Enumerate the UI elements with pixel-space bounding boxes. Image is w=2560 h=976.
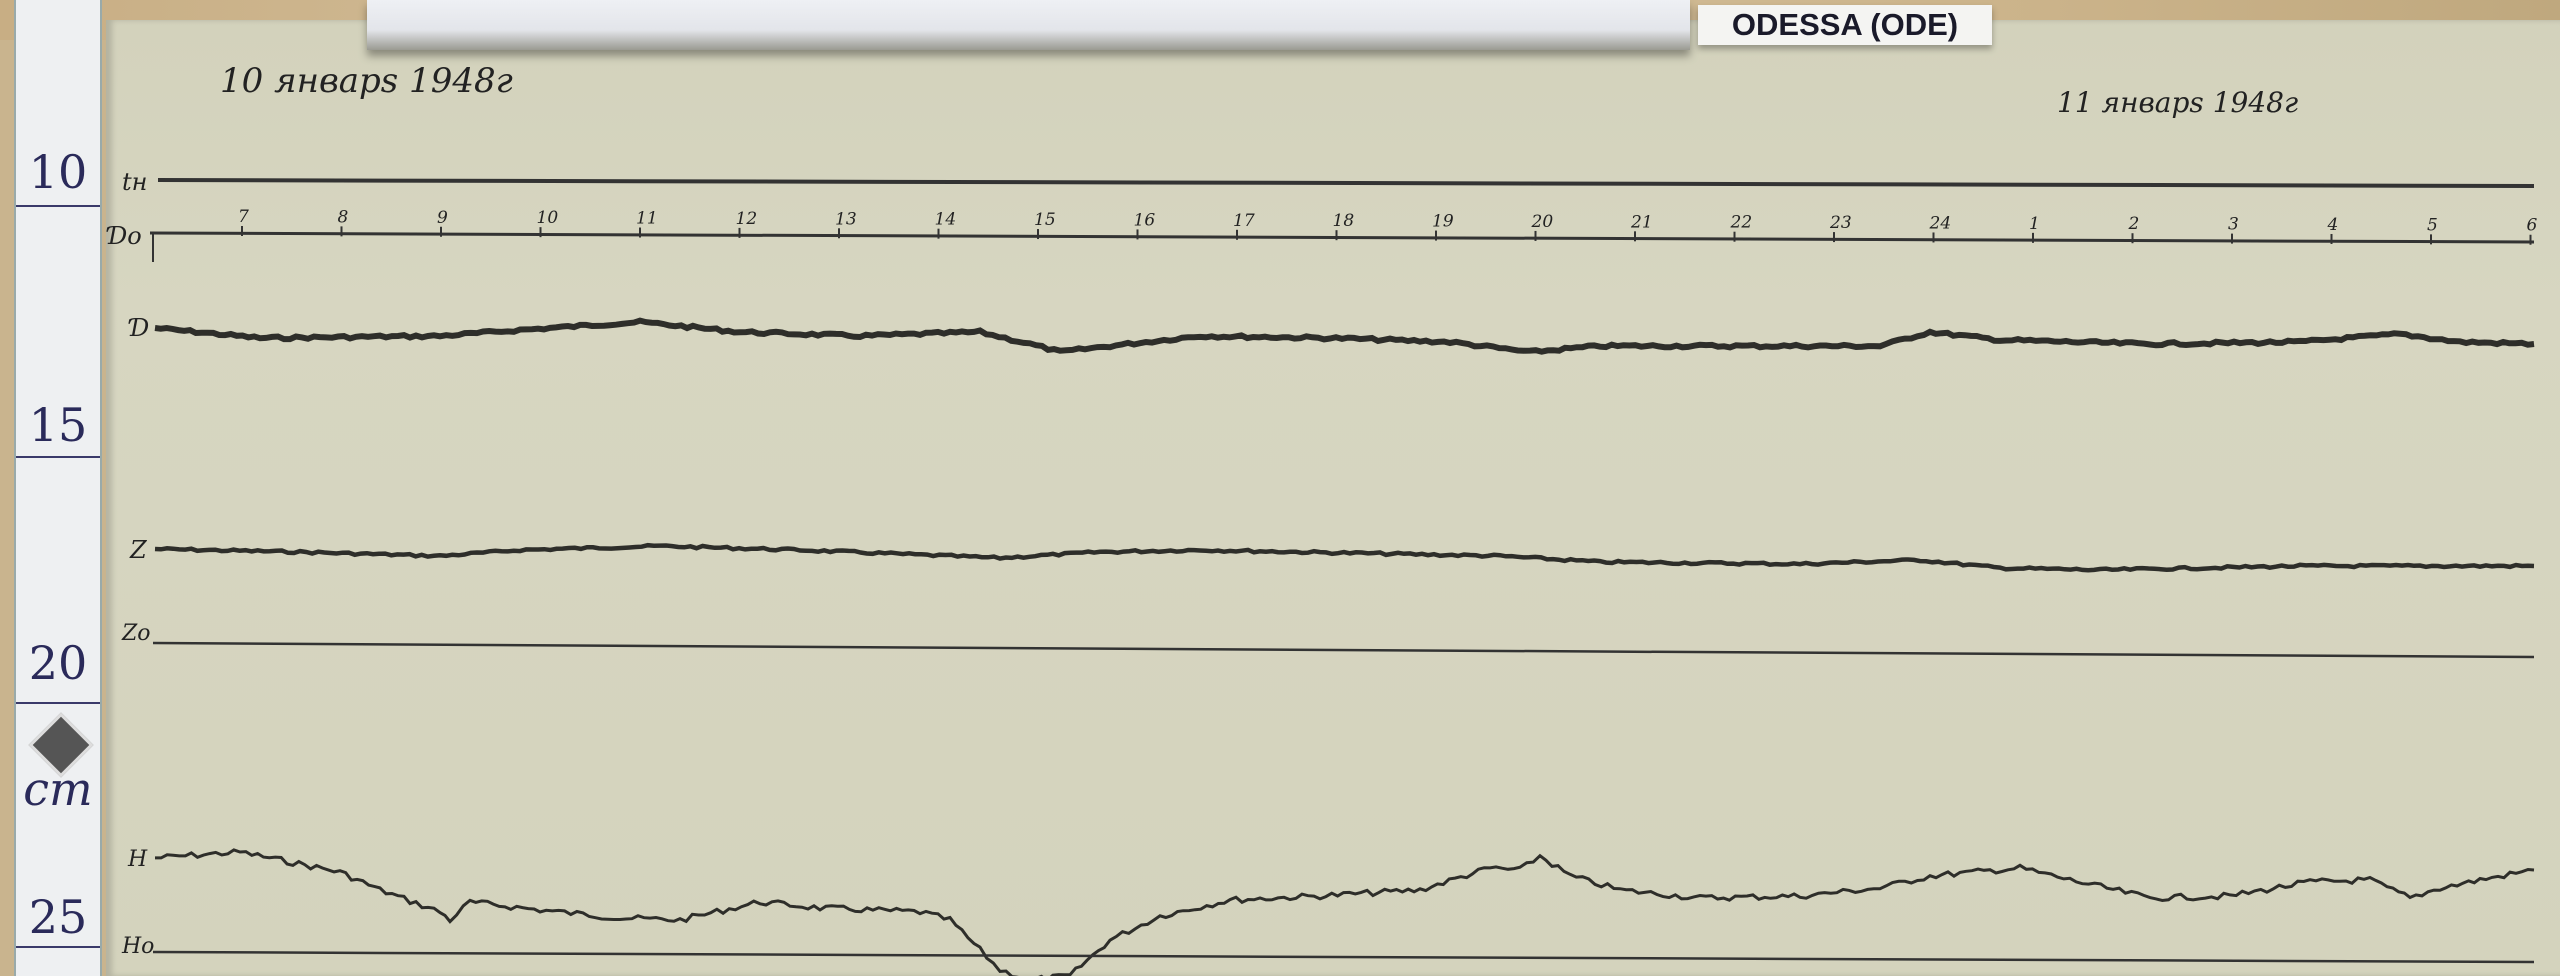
hour-tick-label: 4	[2327, 215, 2339, 235]
hour-tick-label: 22	[1730, 213, 1753, 233]
hour-tick-label: 24	[1929, 213, 1952, 233]
ruler-unit: cm	[23, 762, 93, 816]
h0-baseline	[152, 950, 2535, 964]
ruler-mark-25: 25	[28, 890, 88, 944]
hour-tick-label: 19	[1432, 212, 1454, 232]
label-h0: Ho	[121, 934, 154, 959]
station-label: ODESSA (ODE)	[1698, 5, 1992, 45]
hour-tick-label: 17	[1233, 211, 1255, 231]
ruler-line	[16, 946, 100, 948]
z0-baseline	[152, 641, 2535, 659]
hour-tick-label: 15	[1034, 210, 1056, 230]
hour-tick-label: 7	[238, 207, 249, 227]
ruler-mark-15: 15	[28, 398, 88, 452]
hour-tick-label: 9	[437, 208, 448, 228]
date-day2: 11 январѕ 1948г	[2057, 86, 2298, 119]
trace-z	[154, 542, 2535, 573]
hour-tick-label: 14	[935, 210, 957, 230]
ruler-mark-20: 20	[28, 636, 88, 690]
hour-tick-label: 8	[338, 207, 349, 227]
label-d0: Ɗo	[106, 222, 142, 250]
label-z0: Zo	[121, 621, 151, 646]
ruler-line	[16, 205, 100, 207]
hour-tick-label: 10	[537, 208, 559, 228]
hour-tick-label: 1	[2029, 214, 2040, 234]
ruler-line	[16, 702, 100, 704]
trace-d	[154, 317, 2535, 355]
cover-sheet	[367, 0, 1690, 50]
trace-h	[155, 848, 2535, 976]
label-z: Z	[129, 536, 148, 564]
ruler-line	[16, 456, 100, 458]
label-d: Ɗ	[128, 314, 149, 342]
hour-tick-label: 23	[1829, 213, 1852, 233]
d0-baseline	[149, 231, 2535, 244]
hour-tick-label: 16	[1134, 210, 1156, 230]
cm-ruler: 10 15 20 25 cm	[14, 0, 102, 976]
date-day1: 10 январѕ 1948г	[220, 61, 513, 101]
label-tn: tн	[122, 168, 147, 196]
hour-tick-label: 12	[736, 209, 758, 229]
label-h: H	[127, 847, 148, 872]
hour-tick-label: 18	[1333, 211, 1355, 231]
hour-tick-label: 13	[835, 209, 857, 229]
hour-tick-label: 5	[2427, 215, 2438, 235]
ruler-mark-10: 10	[28, 145, 88, 199]
hour-tick-label: 11	[636, 209, 658, 229]
hour-tick-label: 6	[2527, 216, 2538, 236]
hour-tick-label: 20	[1531, 212, 1554, 232]
hour-tick-label: 21	[1630, 212, 1653, 232]
tn-baseline	[157, 178, 2535, 188]
hour-tick-label: 2	[2128, 214, 2140, 234]
hour-tick-label: 3	[2228, 215, 2239, 235]
